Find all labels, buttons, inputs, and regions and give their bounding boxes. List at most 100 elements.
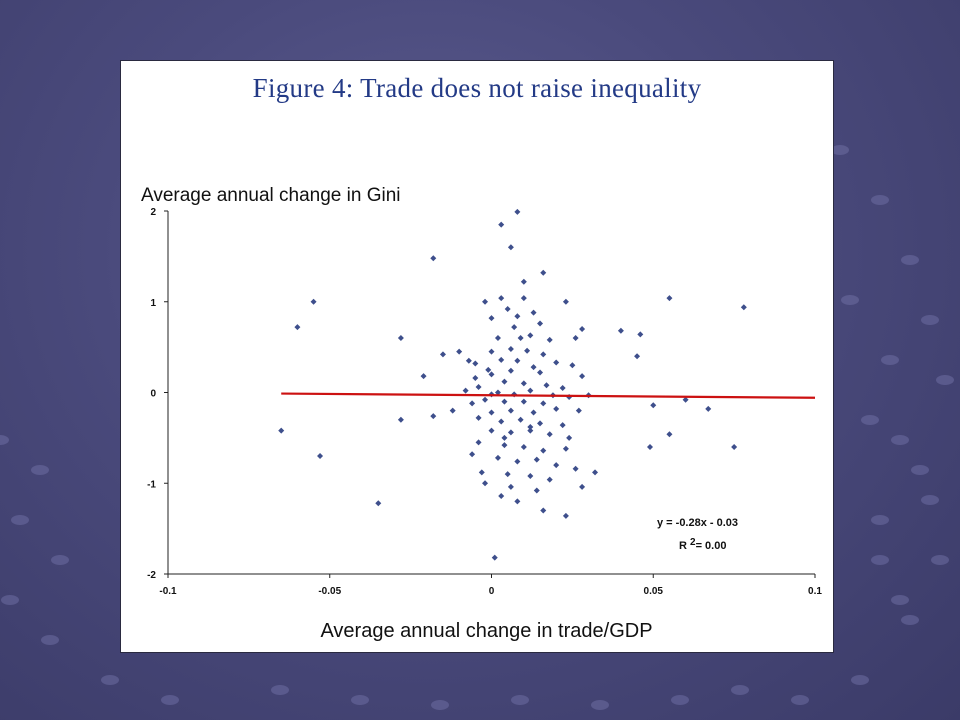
data-point xyxy=(520,380,527,387)
data-point xyxy=(430,413,437,420)
data-point xyxy=(527,423,534,430)
data-point xyxy=(439,351,446,358)
data-point xyxy=(575,407,582,414)
data-point xyxy=(527,387,534,394)
data-point xyxy=(469,451,476,458)
data-point xyxy=(592,469,599,476)
data-point xyxy=(514,498,521,505)
background-dot xyxy=(431,700,449,710)
data-point xyxy=(553,462,560,469)
data-point xyxy=(482,396,489,403)
data-point xyxy=(527,332,534,339)
data-point xyxy=(475,439,482,446)
data-point xyxy=(579,483,586,490)
data-point xyxy=(559,384,566,391)
data-point xyxy=(498,221,505,228)
background-dot xyxy=(911,465,929,475)
background-dot xyxy=(31,465,49,475)
data-point xyxy=(488,348,495,355)
background-dot xyxy=(841,295,859,305)
data-point xyxy=(498,356,505,363)
data-point xyxy=(540,447,547,454)
data-point xyxy=(498,418,505,425)
data-point xyxy=(475,414,482,421)
data-point xyxy=(507,483,514,490)
data-point xyxy=(520,295,527,302)
data-point xyxy=(569,362,576,369)
data-point xyxy=(520,443,527,450)
figure-panel: Average annual change in Gini -2 -1 0 1 2 -0.1… xyxy=(120,60,834,653)
data-point xyxy=(533,456,540,463)
background-dot xyxy=(591,700,609,710)
y-axis-title: Average annual change in Gini xyxy=(141,185,401,206)
data-point xyxy=(494,335,501,342)
data-point xyxy=(524,347,531,354)
data-point xyxy=(472,374,479,381)
data-point xyxy=(572,465,579,472)
x-tick-label: -0.1 xyxy=(159,586,177,597)
data-point xyxy=(507,367,514,374)
background-dot xyxy=(901,255,919,265)
data-point xyxy=(310,298,317,305)
data-point xyxy=(511,324,518,331)
background-dot xyxy=(271,685,289,695)
data-point xyxy=(705,405,712,412)
data-point xyxy=(494,454,501,461)
x-tick-label: 0.05 xyxy=(644,586,664,597)
data-point xyxy=(540,351,547,358)
data-point xyxy=(537,420,544,427)
data-point xyxy=(579,325,586,332)
data-point xyxy=(546,476,553,483)
data-point xyxy=(478,469,485,476)
background-dot xyxy=(871,515,889,525)
background-dot xyxy=(921,495,939,505)
data-point xyxy=(420,373,427,380)
data-point xyxy=(430,255,437,262)
background-dot xyxy=(671,695,689,705)
data-point xyxy=(507,345,514,352)
data-point xyxy=(488,409,495,416)
data-point xyxy=(637,331,644,338)
data-point xyxy=(520,398,527,405)
data-point xyxy=(469,400,476,407)
data-point xyxy=(647,443,654,450)
background-dot xyxy=(731,685,749,695)
y-tick-label: 0 xyxy=(150,389,156,400)
background-dot xyxy=(921,315,939,325)
data-point xyxy=(488,371,495,378)
data-point xyxy=(507,244,514,251)
data-point xyxy=(540,400,547,407)
background-dot xyxy=(891,595,909,605)
background-dot xyxy=(41,635,59,645)
data-point xyxy=(507,407,514,414)
data-point xyxy=(517,335,524,342)
data-point xyxy=(540,269,547,276)
trendline-equation: y = -0.28x - 0.03 xyxy=(657,517,738,529)
data-point xyxy=(514,357,521,364)
data-point xyxy=(498,492,505,499)
data-point xyxy=(462,387,469,394)
background-dot xyxy=(871,555,889,565)
data-point xyxy=(527,427,534,434)
data-point xyxy=(553,359,560,366)
data-point xyxy=(514,313,521,320)
background-dot xyxy=(936,375,954,385)
y-tick-label: -2 xyxy=(147,570,156,581)
background-dot xyxy=(351,695,369,705)
background-dot xyxy=(101,675,119,685)
r-squared-label: R 2= 0.00 xyxy=(679,537,726,552)
figure-title: Figure 4: Trade does not raise inequalit… xyxy=(252,73,702,103)
data-point xyxy=(546,431,553,438)
data-point xyxy=(562,298,569,305)
background-dot xyxy=(511,695,529,705)
trendline xyxy=(281,392,816,399)
background-dot xyxy=(931,555,949,565)
background-dot xyxy=(1,595,19,605)
background-dot xyxy=(871,195,889,205)
data-point xyxy=(449,407,456,414)
background-dot xyxy=(161,695,179,705)
x-axis-title: Average annual change in trade/GDP xyxy=(320,620,652,642)
background-dot xyxy=(901,615,919,625)
